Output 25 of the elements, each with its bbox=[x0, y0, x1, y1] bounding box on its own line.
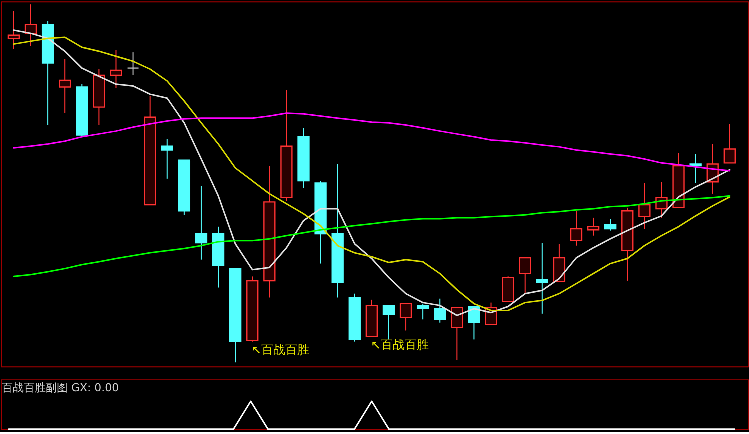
candlestick bbox=[502, 276, 514, 302]
candlestick bbox=[570, 210, 583, 246]
candlestick bbox=[553, 244, 566, 282]
candlestick bbox=[110, 50, 122, 89]
candlestick bbox=[451, 307, 464, 361]
annotation: ↖百战百胜 bbox=[252, 342, 310, 357]
candlestick bbox=[519, 257, 532, 294]
candlestick bbox=[468, 306, 480, 340]
candlestick bbox=[382, 305, 396, 340]
candlestick bbox=[536, 242, 548, 314]
candlestick bbox=[724, 124, 736, 164]
candlestick bbox=[127, 52, 140, 76]
candlestick bbox=[587, 217, 600, 236]
candlestick bbox=[416, 303, 430, 320]
annotation: ↖百战百胜 bbox=[370, 338, 429, 352]
candlestick bbox=[690, 154, 702, 184]
candlestick bbox=[195, 186, 208, 260]
candlestick bbox=[434, 298, 446, 324]
candlestick bbox=[59, 58, 72, 114]
candlestick bbox=[638, 182, 651, 230]
candlestick bbox=[8, 10, 20, 50]
candlestick bbox=[161, 138, 174, 180]
candlestick bbox=[604, 218, 617, 232]
chart-title: 百战百胜副图 GX: 0.00 bbox=[2, 382, 120, 395]
candlestick bbox=[400, 303, 412, 332]
